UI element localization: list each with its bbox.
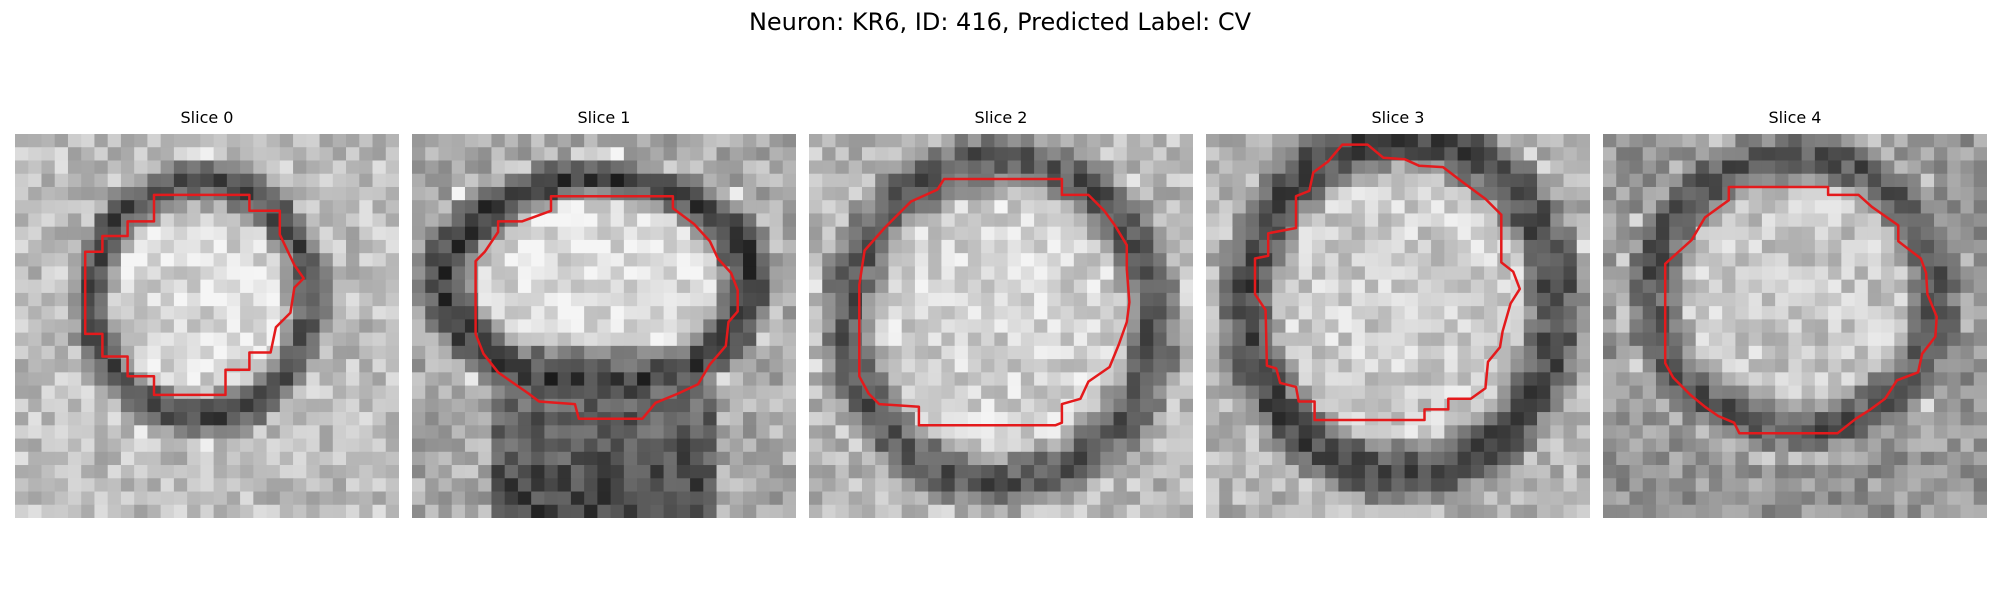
segmentation-contour: [858, 177, 1131, 427]
slice-title: Slice 4: [1768, 108, 1822, 127]
segmentation-contour: [474, 194, 739, 420]
segmentation-contour: [83, 193, 305, 397]
figure-title: Neuron: KR6, ID: 416, Predicted Label: C…: [748, 8, 1252, 36]
slice-title: Slice 3: [1371, 108, 1425, 127]
slice-image: [15, 134, 399, 518]
slice-title: Slice 1: [577, 108, 631, 127]
slice-image: [1603, 134, 1987, 518]
slice-image: [809, 134, 1193, 518]
segmentation-contour: [1663, 185, 1938, 435]
slice-title: Slice 0: [180, 108, 234, 127]
slice-image: [1206, 134, 1590, 518]
slice-title: Slice 2: [974, 108, 1028, 127]
segmentation-contour: [1253, 143, 1522, 422]
slice-image: [412, 134, 796, 518]
